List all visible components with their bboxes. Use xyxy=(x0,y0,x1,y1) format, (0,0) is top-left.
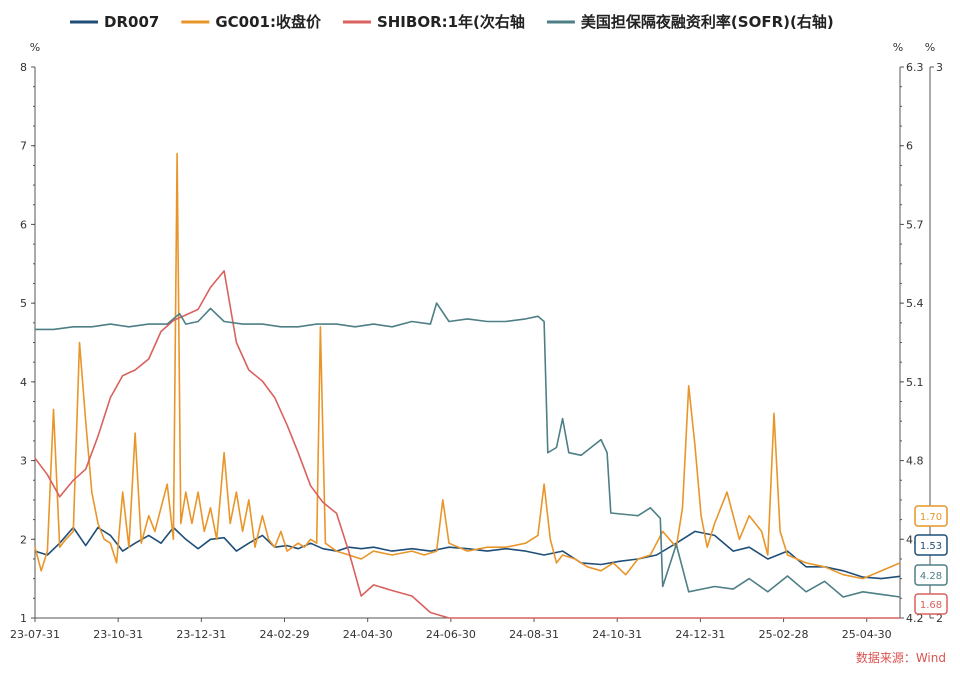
x-tick-label: 24-10-31 xyxy=(592,628,642,641)
axes: %12345678%4.24.54.85.15.45.766.3%2323-07… xyxy=(10,41,943,641)
end-label-box xyxy=(914,564,948,586)
left-tick-label: 2 xyxy=(20,533,27,546)
legend-item-gc001: GC001:收盘价 xyxy=(181,13,322,31)
legend-item-dr007: DR007 xyxy=(70,13,159,31)
legend: DR007 GC001:收盘价 SHIBOR:1年(次右轴 美国担保隔夜融资利率(SO… xyxy=(70,13,834,31)
source-label: 数据来源：Wind xyxy=(856,650,946,665)
right-1-tick-label: 5.7 xyxy=(906,218,924,231)
legend-item-shibor: SHIBOR:1年(次右轴 xyxy=(342,13,525,31)
end-label-box xyxy=(914,593,948,615)
left-tick-label: 3 xyxy=(20,455,27,468)
series-layer xyxy=(34,152,901,619)
series-line-gc001 xyxy=(34,152,901,580)
legend-item-sofr: 美国担保隔夜融资利率(SOFR)(右轴) xyxy=(546,13,834,31)
series-line-shibor xyxy=(34,270,900,619)
x-tick-label: 24-04-30 xyxy=(343,628,393,641)
right-1-tick-label: 4.8 xyxy=(906,455,924,468)
legend-label: GC001:收盘价 xyxy=(215,13,322,31)
x-tick-label: 24-06-30 xyxy=(426,628,476,641)
end-label-value: 1.70 xyxy=(920,512,942,523)
left-tick-label: 7 xyxy=(20,140,27,153)
right-2-tick-label: 2 xyxy=(936,612,943,625)
end-labels: 1.53 1.70 1.68 4.28 xyxy=(914,505,948,615)
right-1-tick-label: 5.1 xyxy=(906,376,924,389)
right-2-tick-label: 3 xyxy=(936,61,943,74)
end-label-value: 1.53 xyxy=(920,541,942,552)
right-1-tick-label: 6 xyxy=(906,140,913,153)
right-1-tick-label: 6.3 xyxy=(906,61,924,74)
x-tick-label: 23-12-31 xyxy=(176,628,226,641)
end-label-sofr: 4.28 xyxy=(914,564,948,586)
end-label-gc001: 1.70 xyxy=(914,505,948,527)
x-tick-label: 25-04-30 xyxy=(842,628,892,641)
right-axis-2-unit: % xyxy=(925,41,935,54)
end-label-value: 1.68 xyxy=(920,600,942,611)
end-label-box xyxy=(914,505,948,527)
legend-label: DR007 xyxy=(104,13,159,31)
legend-label: 美国担保隔夜融资利率(SOFR)(右轴) xyxy=(581,13,834,31)
end-label-shibor: 1.68 xyxy=(914,593,948,615)
end-label-box xyxy=(914,534,948,556)
end-label-value: 4.28 xyxy=(920,571,942,582)
x-tick-label: 25-02-28 xyxy=(759,628,809,641)
x-tick-label: 24-02-29 xyxy=(260,628,310,641)
series-line-sofr xyxy=(35,302,901,598)
legend-label: SHIBOR:1年(次右轴 xyxy=(377,13,525,31)
right-1-tick-label: 5.4 xyxy=(906,297,924,310)
x-tick-label: 24-08-31 xyxy=(509,628,559,641)
left-tick-label: 5 xyxy=(20,297,27,310)
left-tick-label: 1 xyxy=(20,612,27,625)
series-line-dr007 xyxy=(34,526,901,580)
end-label-dr007: 1.53 xyxy=(914,534,948,556)
left-tick-label: 4 xyxy=(20,376,27,389)
left-axis-unit: % xyxy=(30,41,40,54)
right-axis-1-unit: % xyxy=(893,41,903,54)
left-tick-label: 6 xyxy=(20,218,27,231)
right-1-tick-label: 4.2 xyxy=(906,612,924,625)
x-tick-label: 24-12-31 xyxy=(675,628,725,641)
x-tick-label: 23-10-31 xyxy=(93,628,143,641)
x-tick-label: 23-07-31 xyxy=(10,628,60,641)
left-tick-label: 8 xyxy=(20,61,27,74)
